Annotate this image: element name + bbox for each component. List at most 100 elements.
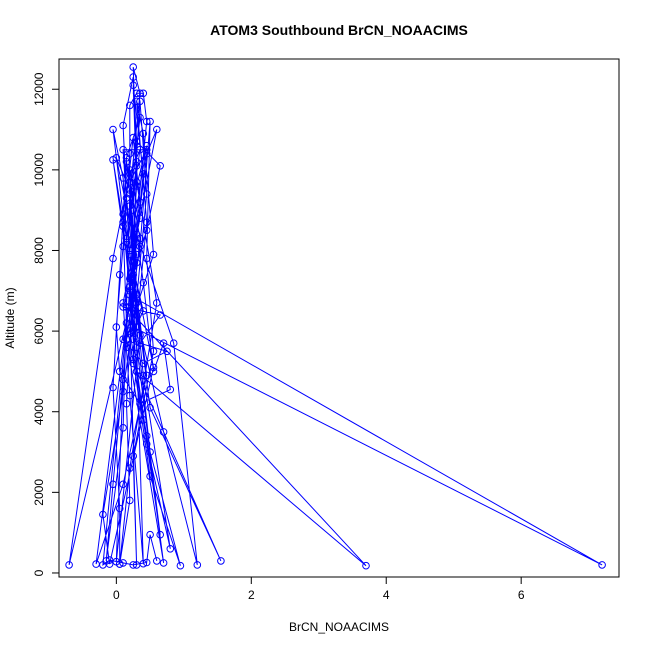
data-point [126,186,134,194]
data-point [65,561,73,569]
data-point [159,559,168,567]
data-point [139,307,148,315]
data-point [119,480,127,489]
data-point [159,339,168,348]
data-point [126,250,134,259]
data-point [139,359,148,368]
data-point [109,383,117,392]
data-point [122,234,131,243]
data-point [193,561,202,569]
data-point [119,559,127,567]
data-point [146,117,154,126]
data-point [119,303,127,311]
data-point [119,174,127,182]
data-point [142,371,151,380]
data-point [156,162,164,170]
data-point [115,504,124,513]
data-point [132,367,141,376]
data-point [166,545,175,553]
data-point [115,270,124,279]
data-point [132,295,141,303]
data-point [119,424,127,432]
data-point [139,416,148,424]
data-point [132,311,141,319]
data-point [126,166,134,174]
x-tick-label: 2 [248,588,255,602]
data-point [105,556,114,564]
data-point [122,158,131,166]
data-point [142,145,151,154]
data-point [136,399,144,408]
data-point [136,234,144,243]
data-point [139,559,148,568]
y-tick-label: 8000 [32,237,46,264]
data-point [142,117,151,126]
data-point [142,432,151,440]
data-point [166,385,175,394]
data-point [129,335,137,344]
data-point [132,182,141,190]
series-line [68,66,603,567]
data-point [149,367,158,376]
x-tick-label: 0 [113,588,120,602]
x-axis-label: BrCN_NOAACIMS [289,620,389,634]
data-point [156,530,164,539]
data-point [142,149,151,158]
data-point [153,125,161,134]
data-point [126,149,134,158]
data-point [126,307,134,315]
data-point [129,561,137,569]
data-point [126,101,134,110]
data-point [129,73,137,81]
data-point [136,242,144,251]
data-point [99,561,107,569]
data-point [119,375,127,384]
data-point [119,210,127,218]
y-tick-label: 0 [32,569,46,576]
data-point [129,63,137,71]
data-point [119,335,127,344]
data-point [159,428,168,436]
data-point [109,125,117,134]
data-point [146,472,154,481]
data-point [129,81,137,89]
data-point [122,194,131,202]
data-point [136,113,144,122]
data-point [139,129,148,138]
y-tick-label: 2000 [32,479,46,506]
data-point [119,387,127,396]
data-point [109,480,117,489]
data-point [146,403,154,412]
data-point [132,162,141,170]
data-point [109,254,117,263]
y-tick-label: 6000 [32,317,46,344]
data-point [119,242,127,251]
data-point [119,218,127,227]
data-point [99,510,107,519]
data-point [126,391,134,400]
data-point [129,262,137,271]
data-point [149,250,158,259]
data-point [598,561,606,569]
data-point [142,440,151,448]
y-tick-label: 4000 [32,398,46,425]
data-point [217,557,225,565]
data-point [129,270,137,279]
data-point [139,170,148,178]
data-point [149,363,158,372]
data-point [139,371,148,380]
x-tick-label: 4 [383,588,390,602]
x-axis: 0 2 4 6 [113,576,525,602]
data-point [156,311,164,319]
x-tick-label: 6 [518,588,525,602]
data-point [129,323,137,331]
data-point [139,89,148,98]
data-point [139,278,148,287]
chart-title: ATOM3 Southbound BrCN_NOAACIMS [210,22,468,38]
data-point [142,254,151,263]
data-point [142,226,151,235]
data-point [129,355,137,364]
data-point [122,343,131,352]
data-point [129,452,137,460]
data-point [136,198,144,206]
